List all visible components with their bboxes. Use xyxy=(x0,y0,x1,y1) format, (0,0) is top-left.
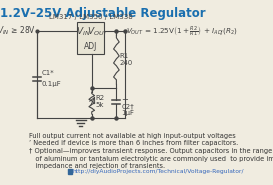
Text: 1.2V–25V Adjustable Regulator: 1.2V–25V Adjustable Regulator xyxy=(0,7,206,20)
Text: R2
5k: R2 5k xyxy=(96,95,105,107)
Text: † Optional—improves transient response. Output capacitors in the range of 1μF to: † Optional—improves transient response. … xyxy=(29,148,273,154)
Text: LM317 / LM350 / LM338: LM317 / LM350 / LM338 xyxy=(49,14,132,20)
Text: of aluminum or tantalum electrolytic are commonly used  to provide improved outp: of aluminum or tantalum electrolytic are… xyxy=(29,156,273,162)
Text: C2†
1μF: C2† 1μF xyxy=(121,103,134,116)
Text: 0.1μF: 0.1μF xyxy=(42,81,62,87)
Text: R1
240: R1 240 xyxy=(120,53,133,66)
Text: Full output current not available at high input-output voltages: Full output current not available at hig… xyxy=(29,133,236,139)
Text: $V_{IN}$ ≥ 28V: $V_{IN}$ ≥ 28V xyxy=(0,25,36,37)
Text: impedance and rejection of transients.: impedance and rejection of transients. xyxy=(29,163,165,169)
Bar xyxy=(68,169,72,174)
Bar xyxy=(77,22,104,54)
Text: +: + xyxy=(121,95,128,103)
Text: $V_{IN}$: $V_{IN}$ xyxy=(76,26,91,38)
Text: $V_{OUT}$: $V_{OUT}$ xyxy=(87,26,109,38)
Text: ’ Needed if device is more than 6 inches from filter capacitors.: ’ Needed if device is more than 6 inches… xyxy=(29,140,238,147)
Text: ADJ: ADJ xyxy=(84,41,97,51)
Text: http://diyAudioProjects.com/Technical/Voltage-Regulator/: http://diyAudioProjects.com/Technical/Vo… xyxy=(73,169,244,174)
Text: C1*: C1* xyxy=(42,70,55,76)
Text: $V_{OUT}$ = 1.25V$\left(1+\frac{R2}{R1}\right)$ + $I_{ADJ}$($R_2$): $V_{OUT}$ = 1.25V$\left(1+\frac{R2}{R1}\… xyxy=(126,24,239,38)
